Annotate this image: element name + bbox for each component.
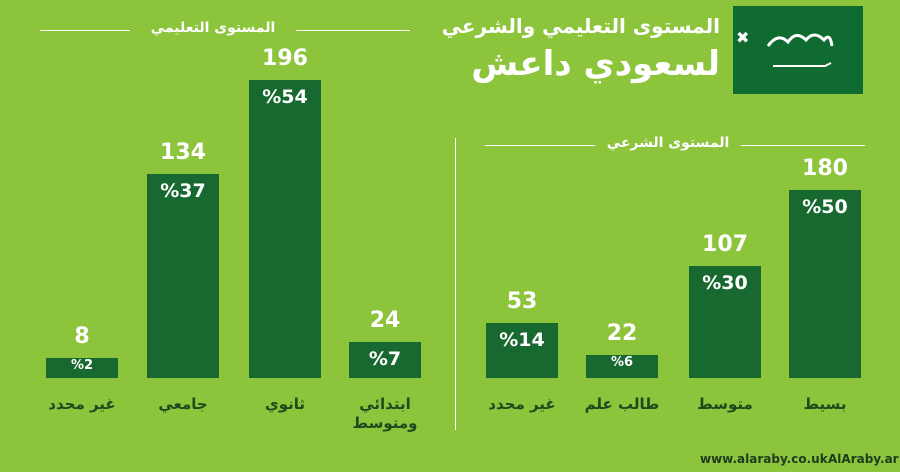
share-label: %2 <box>70 358 94 373</box>
divider <box>455 138 456 430</box>
footer-site: www.alaraby.co.uk <box>700 452 828 466</box>
share-label: %6 <box>610 355 634 370</box>
value-label: 24 <box>369 307 401 333</box>
share-label: %50 <box>802 195 848 218</box>
bar <box>689 266 761 378</box>
category-label: ثانوي <box>264 395 306 413</box>
category-label: متوسط <box>697 395 753 413</box>
value-label: 107 <box>702 232 748 258</box>
flag <box>733 6 863 94</box>
value-label: 22 <box>606 321 638 346</box>
footer-social: AlAraby.ar <box>828 452 899 466</box>
share-label: %14 <box>499 328 545 351</box>
title: المستوى التعليمي والشرعي <box>441 14 720 38</box>
bar <box>586 355 658 378</box>
header-rule <box>485 145 595 146</box>
category-label: جامعي <box>158 395 208 413</box>
share-label: %37 <box>160 180 206 203</box>
header-rule <box>741 145 865 146</box>
header-rule <box>296 30 410 31</box>
share-label: %30 <box>702 272 748 295</box>
category-label: غير محدد <box>48 395 116 413</box>
value-label: 8 <box>74 324 90 349</box>
category-label: بسيط <box>803 395 847 413</box>
share-label: %7 <box>368 347 402 370</box>
value-label: 196 <box>262 46 308 72</box>
share-label: %54 <box>262 86 308 109</box>
bar <box>249 80 321 378</box>
header-rule <box>40 30 130 31</box>
category-label: ابتدائي ومتوسط <box>352 395 418 432</box>
bar <box>46 358 118 378</box>
flag-art <box>766 33 834 67</box>
chart-title: المستوى التعليمي <box>150 20 276 36</box>
category-label: غير محدد <box>488 395 556 413</box>
close-icon: ✖ <box>736 28 750 47</box>
value-label: 180 <box>802 155 848 181</box>
value-label: 134 <box>160 140 206 166</box>
value-label: 53 <box>506 288 538 314</box>
subtitle: لسعودي داعش <box>471 44 720 84</box>
bar <box>147 174 219 378</box>
category-label: طالب علم <box>584 395 660 413</box>
bar <box>349 341 421 378</box>
bar <box>789 189 861 378</box>
bar <box>486 322 558 378</box>
chart-title: المستوى الشرعي <box>606 135 730 151</box>
